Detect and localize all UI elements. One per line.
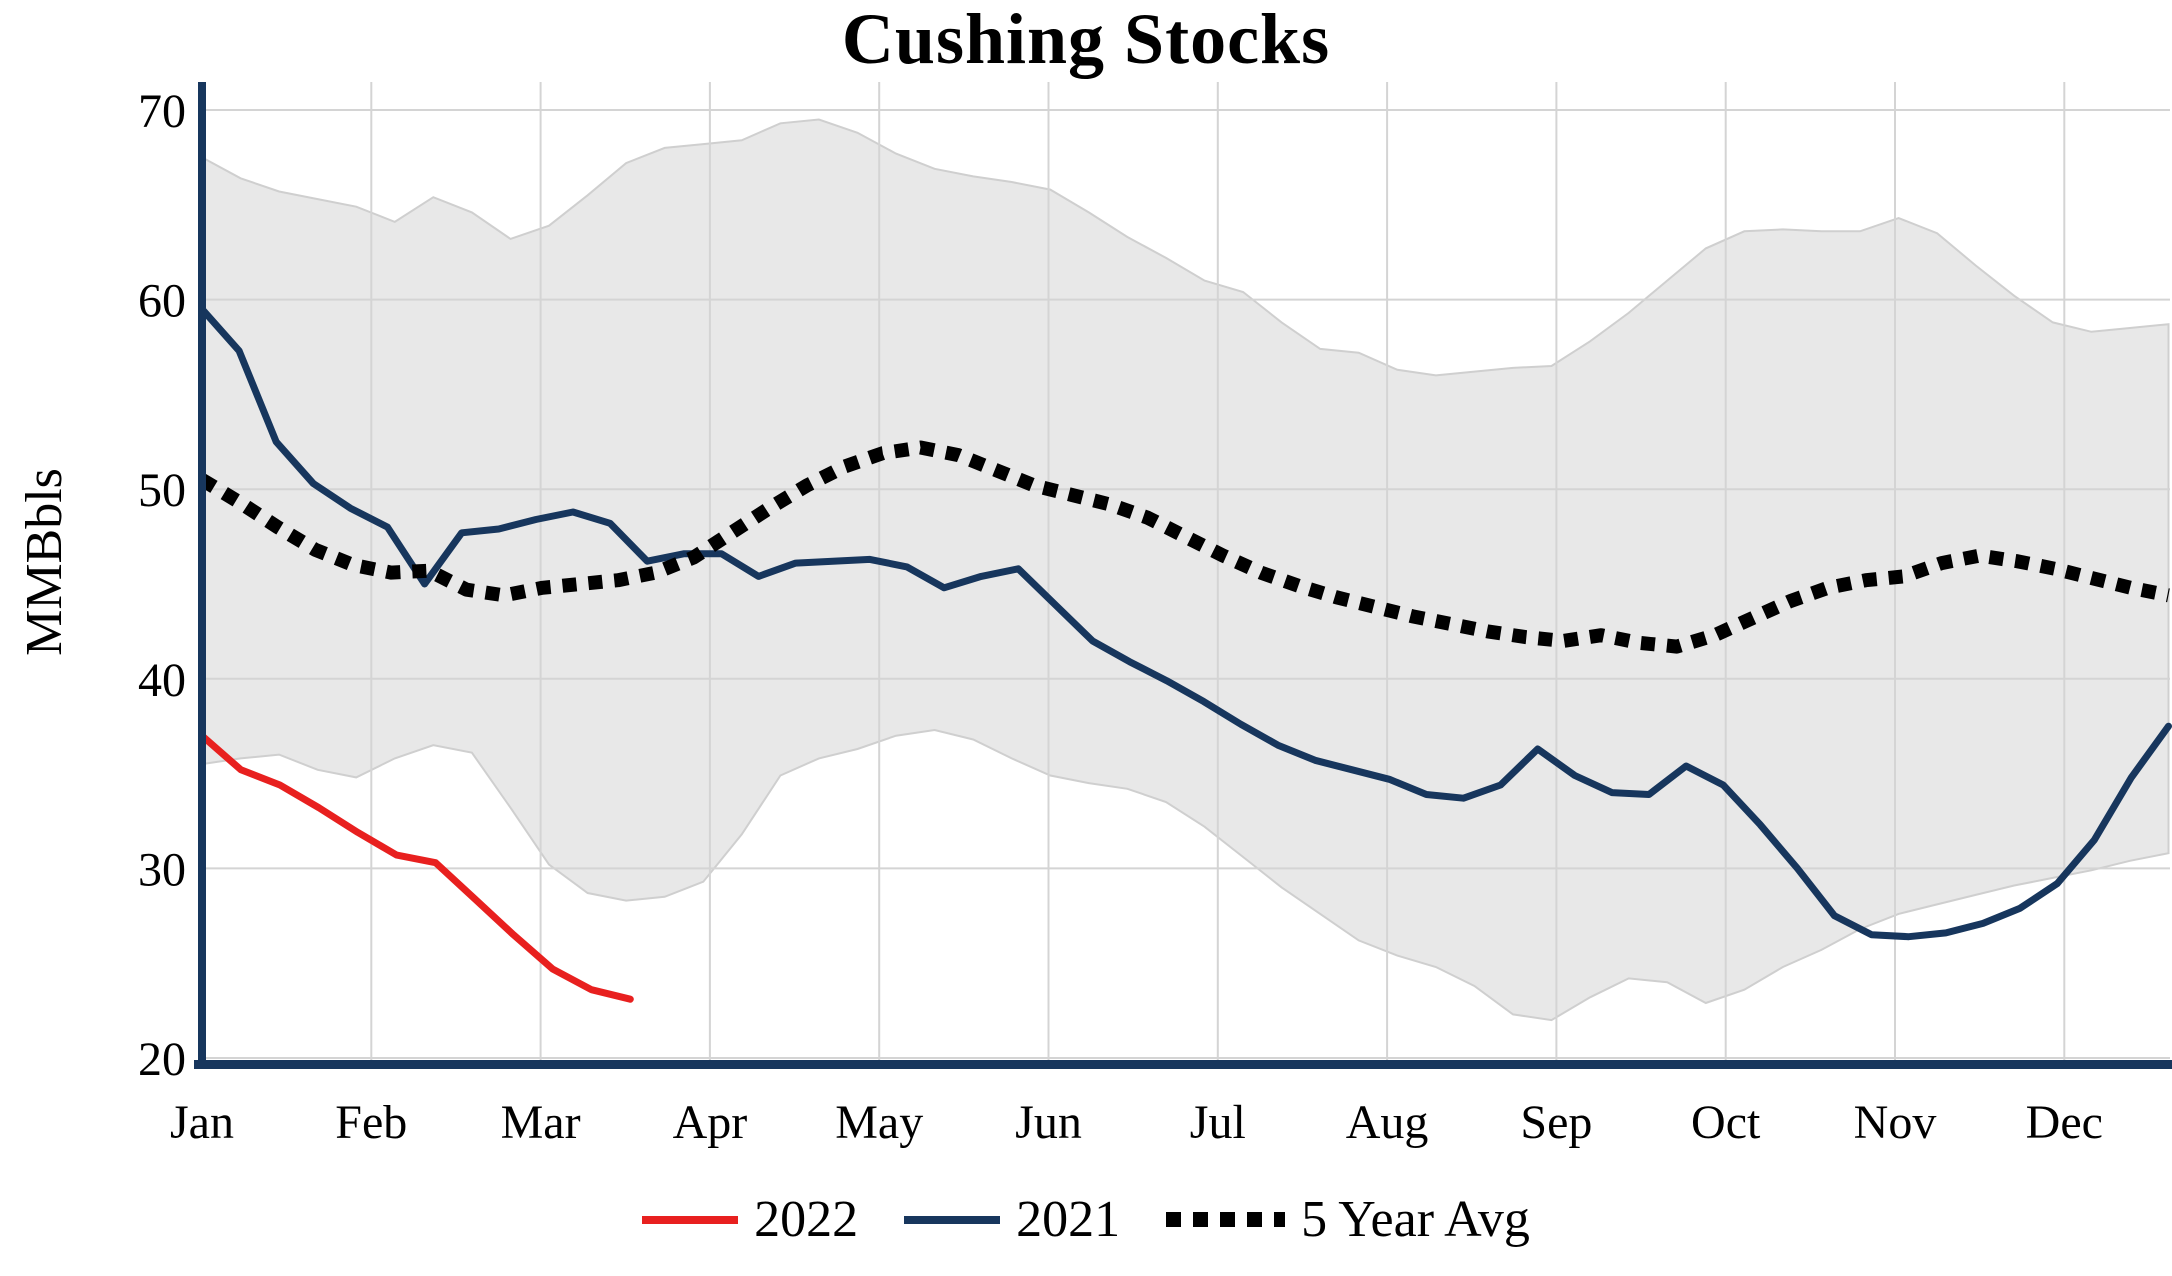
legend-line-2021-swatch [904, 1215, 1001, 1224]
x-tick-label: Apr [673, 1096, 748, 1149]
x-axis-spine [194, 1060, 2172, 1069]
y-tick-label: 20 [138, 1033, 186, 1086]
five-year-range-band [201, 118, 2170, 1022]
legend-label-2022: 2022 [754, 1191, 859, 1248]
legend-item-5yr-avg: 5 Year Avg [1166, 1190, 1530, 1249]
x-tick-label: Jun [1015, 1096, 1082, 1149]
x-tick-label: Sep [1520, 1096, 1592, 1149]
x-tick-label: Nov [1854, 1096, 1937, 1149]
legend-item-2022: 2022 [642, 1190, 858, 1249]
y-tick-label: 70 [138, 85, 186, 138]
x-tick-label: Oct [1691, 1096, 1761, 1149]
legend-item-2021: 2021 [904, 1190, 1120, 1249]
y-axis-spine [198, 82, 206, 1069]
legend-line-2022-swatch [642, 1215, 739, 1224]
legend-label-2021: 2021 [1016, 1191, 1121, 1248]
series-line-2021 [198, 305, 2172, 941]
legend-label-5yr-avg: 5 Year Avg [1301, 1191, 1530, 1248]
x-tick-label: Jan [170, 1096, 234, 1149]
series-line-2022 [198, 732, 634, 1003]
legend-line-5yr-avg-swatch [1166, 1212, 1286, 1227]
series-line-5-year-avg [198, 440, 2170, 654]
x-tick-label: Mar [501, 1096, 581, 1149]
x-tick-label: Jul [1190, 1096, 1246, 1149]
y-tick-label: 30 [138, 843, 186, 896]
chart-title: Cushing Stocks [841, 0, 1331, 79]
y-tick-label: 40 [138, 654, 186, 707]
y-tick-label: 60 [138, 275, 186, 328]
x-tick-label: Feb [335, 1096, 407, 1149]
y-tick-label: 50 [138, 464, 186, 517]
legend: 2022 2021 5 Year Avg [0, 1190, 2172, 1249]
x-tick-label: Aug [1346, 1096, 1429, 1149]
x-tick-label: May [835, 1096, 923, 1149]
x-tick-label: Dec [2026, 1096, 2103, 1149]
